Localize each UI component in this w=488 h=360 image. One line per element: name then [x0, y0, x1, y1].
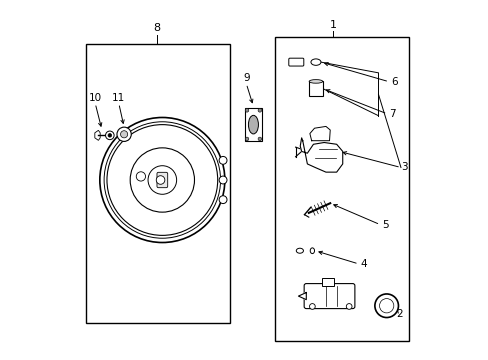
Text: 5: 5: [382, 220, 388, 230]
Text: 9: 9: [243, 73, 249, 83]
Text: 10: 10: [88, 93, 102, 103]
Circle shape: [219, 157, 226, 164]
Text: 7: 7: [388, 109, 395, 119]
FancyBboxPatch shape: [288, 58, 303, 66]
Bar: [274, 37, 408, 341]
Circle shape: [121, 131, 127, 138]
Polygon shape: [309, 126, 329, 141]
Circle shape: [244, 137, 248, 141]
Text: 8: 8: [153, 23, 160, 33]
Circle shape: [258, 109, 261, 112]
Text: 1: 1: [329, 19, 336, 30]
Text: 3: 3: [400, 162, 407, 172]
Circle shape: [219, 196, 226, 203]
Circle shape: [244, 109, 248, 112]
Circle shape: [374, 294, 398, 318]
Circle shape: [108, 134, 111, 137]
Circle shape: [156, 176, 164, 184]
Circle shape: [379, 298, 393, 313]
FancyBboxPatch shape: [304, 284, 354, 309]
Bar: [244, 108, 262, 141]
Text: 2: 2: [396, 309, 403, 319]
Bar: [322, 278, 333, 286]
Ellipse shape: [309, 248, 314, 253]
Bar: [85, 44, 230, 323]
Circle shape: [258, 137, 261, 141]
Ellipse shape: [310, 59, 320, 65]
Circle shape: [309, 303, 315, 309]
Ellipse shape: [308, 80, 322, 83]
Circle shape: [117, 127, 131, 141]
Text: 11: 11: [112, 93, 125, 103]
FancyBboxPatch shape: [157, 172, 167, 188]
Circle shape: [136, 172, 145, 181]
Text: 4: 4: [360, 259, 366, 269]
Polygon shape: [300, 138, 342, 172]
Bar: [308, 81, 322, 96]
Ellipse shape: [248, 115, 258, 134]
Circle shape: [346, 303, 351, 309]
Circle shape: [219, 176, 226, 184]
Text: 6: 6: [390, 77, 397, 87]
Ellipse shape: [296, 248, 303, 253]
Polygon shape: [298, 293, 305, 300]
Circle shape: [105, 131, 114, 140]
